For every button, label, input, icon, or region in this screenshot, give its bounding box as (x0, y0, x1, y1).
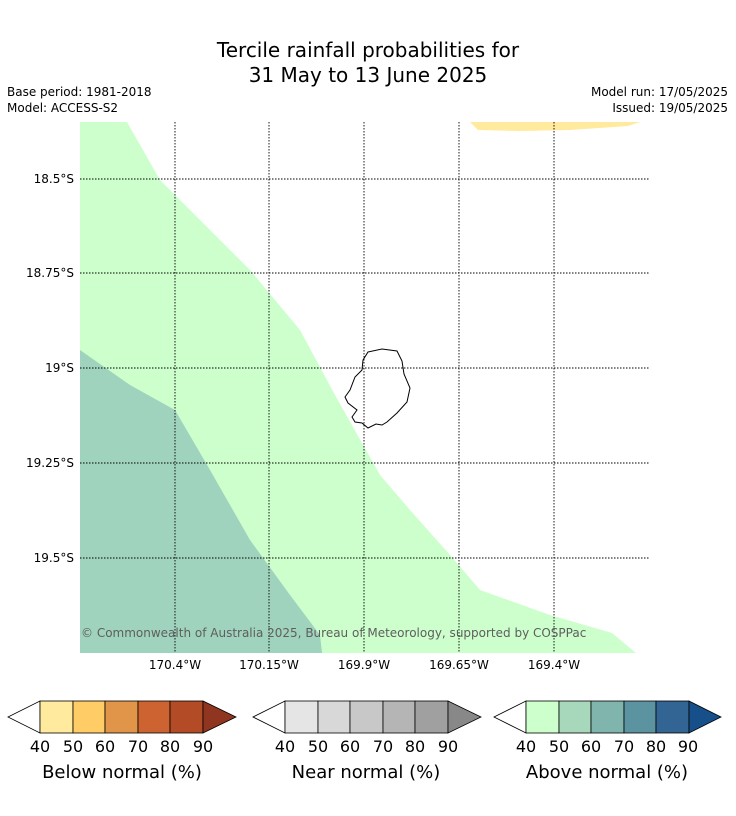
near-swatch-70-80 (382, 700, 416, 734)
below-tick-80: 80 (159, 737, 181, 756)
meta-left: Base period: 1981-2018 Model: ACCESS-S2 (7, 84, 152, 116)
below-swatch-70-80 (137, 700, 171, 734)
above-tick-40: 40 (515, 737, 537, 756)
below-normal-40-50-region (470, 122, 640, 131)
above-tick-70: 70 (613, 737, 635, 756)
copyright-notice: © Commonwealth of Australia 2025, Bureau… (81, 626, 587, 640)
lon-label-169-65: 169.65°W (429, 658, 489, 672)
map-title: Tercile rainfall probabilities for 31 Ma… (0, 38, 736, 88)
near-swatch-80-90 (414, 700, 449, 734)
map-canvas (80, 122, 650, 653)
lat-label-19-5: 19.5°S (33, 551, 74, 565)
below-tick-40: 40 (29, 737, 51, 756)
near-swatch-40-50 (284, 700, 319, 734)
below-swatch-50-60 (72, 700, 106, 734)
lon-label-170-15: 170.15°W (239, 658, 299, 672)
title-line-1: Tercile rainfall probabilities for (216, 38, 520, 62)
above-swatch-60-70 (590, 700, 625, 734)
below-swatch-80-90 (169, 700, 204, 734)
above-min-extend-arrow (493, 700, 527, 734)
near-tick-80: 80 (404, 737, 426, 756)
below-tick-60: 60 (94, 737, 116, 756)
near-tick-70: 70 (372, 737, 394, 756)
below-normal-title: Below normal (%) (42, 762, 202, 783)
above-normal-50-60-region (80, 350, 322, 653)
near-tick-40: 40 (274, 737, 296, 756)
lat-label-18-75: 18.75°S (26, 266, 74, 280)
near-min-extend-arrow (252, 700, 286, 734)
above-swatch-50-60 (558, 700, 592, 734)
colorbars (7, 700, 722, 734)
above-max-extend-arrow (688, 700, 722, 734)
above-swatch-80-90 (655, 700, 690, 734)
below-max-extend-arrow (202, 700, 237, 734)
above-swatch-70-80 (623, 700, 657, 734)
lat-label-19: 19°S (45, 361, 74, 375)
niue-island-coastline (344, 348, 411, 429)
colorbar-below-normal (7, 700, 237, 734)
graticule (80, 122, 650, 653)
title-line-2: 31 May to 13 June 2025 (248, 63, 488, 87)
above-tick-50: 50 (548, 737, 570, 756)
base-period: Base period: 1981-2018 (7, 85, 152, 99)
near-max-extend-arrow (447, 700, 482, 734)
below-tick-70: 70 (127, 737, 149, 756)
issued-date: Issued: 19/05/2025 (612, 101, 728, 115)
above-normal-title: Above normal (%) (525, 762, 689, 783)
near-tick-60: 60 (339, 737, 361, 756)
lat-label-18-5: 18.5°S (33, 172, 74, 186)
below-swatch-40-50 (39, 700, 74, 734)
below-min-extend-arrow (7, 700, 41, 734)
model-name: Model: ACCESS-S2 (7, 101, 119, 115)
near-normal-title: Near normal (%) (291, 762, 441, 783)
lon-label-169-9: 169.9°W (337, 658, 391, 672)
near-tick-50: 50 (307, 737, 329, 756)
above-swatch-40-50 (525, 700, 560, 734)
above-tick-60: 60 (580, 737, 602, 756)
colorbar-near-normal (252, 700, 482, 734)
below-swatch-60-70 (104, 700, 139, 734)
lon-label-169-4: 169.4°W (527, 658, 581, 672)
colorbar-above-normal (493, 700, 722, 734)
below-tick-50: 50 (62, 737, 84, 756)
below-tick-90: 90 (192, 737, 214, 756)
lat-label-19-25: 19.25°S (26, 456, 74, 470)
near-tick-90: 90 (437, 737, 459, 756)
model-run: Model run: 17/05/2025 (590, 85, 728, 99)
above-tick-90: 90 (677, 737, 699, 756)
above-tick-80: 80 (645, 737, 667, 756)
near-swatch-50-60 (317, 700, 351, 734)
lon-label-170-4: 170.4°W (148, 658, 202, 672)
meta-right: Model run: 17/05/2025 Issued: 19/05/2025 (591, 84, 728, 116)
near-swatch-60-70 (349, 700, 384, 734)
